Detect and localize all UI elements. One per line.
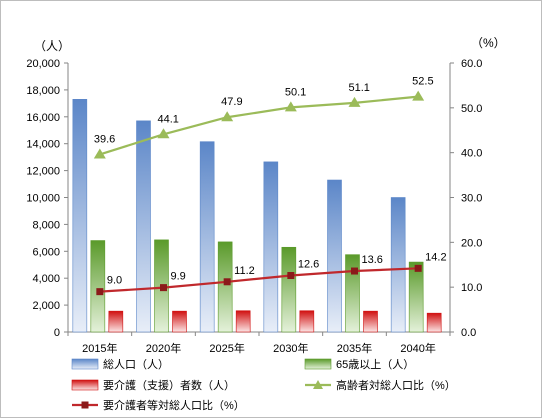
bar-1 <box>199 141 215 333</box>
legend-label: 高齢者対総人口比（%） <box>336 378 456 392</box>
data-label: 50.1 <box>285 86 306 98</box>
bar-2 <box>345 254 360 333</box>
left-tick-label: 0 <box>54 327 60 339</box>
left-tick-label: 4,000 <box>32 273 60 285</box>
data-label: 13.6 <box>362 254 383 266</box>
line-point <box>351 267 358 275</box>
x-tick-label: 2025年 <box>209 341 244 355</box>
legend-swatch <box>71 379 99 391</box>
bar-3 <box>363 310 378 333</box>
right-tick-label: 20.0 <box>461 237 482 249</box>
legend-swatch <box>71 358 99 370</box>
left-tick-label: 12,000 <box>26 166 60 178</box>
left-tick-label: 10,000 <box>26 193 60 205</box>
data-label: 44.1 <box>158 113 179 125</box>
x-tick-label: 2015年 <box>82 341 117 355</box>
bar-3 <box>426 312 442 333</box>
bar-3 <box>235 310 251 333</box>
x-tick-label: 2035年 <box>337 341 372 355</box>
right-tick-label: 30.0 <box>461 193 482 205</box>
legend-label: 総人口（人） <box>103 357 169 371</box>
legend-label: 要介護者等対総人口比（%） <box>103 398 245 412</box>
bar-1 <box>136 120 151 333</box>
bar-1 <box>72 99 88 333</box>
x-tick-label: 2020年 <box>146 341 181 355</box>
bar-3 <box>299 310 315 333</box>
right-tick-label: 40.0 <box>461 148 482 160</box>
data-label: 12.6 <box>298 259 319 271</box>
plot-area: 0 2,000 4,000 6,000 8,000 10,000 12,000 14,000 1… <box>26 58 482 355</box>
data-label: 9.0 <box>107 275 122 287</box>
line-series-1 <box>99 95 419 156</box>
left-tick-label: 6,000 <box>32 246 60 258</box>
left-axis-unit: （人） <box>34 39 70 53</box>
bar-2 <box>90 240 106 333</box>
right-tick-label: 50.0 <box>461 103 482 115</box>
data-label: 51.1 <box>349 82 370 94</box>
line-point <box>160 284 167 292</box>
data-label: 14.2 <box>425 251 446 263</box>
line-point <box>287 272 295 280</box>
bar-2 <box>217 241 233 333</box>
x-tick-label: 2040年 <box>400 341 435 355</box>
right-tick-label: 10.0 <box>461 282 482 294</box>
line-point <box>414 264 422 272</box>
data-label: 47.9 <box>221 96 242 108</box>
legend: 総人口（人） 65歳以上（人） 要介護（支援）者数（人） 高齢者対総人口比（%） 要介護… <box>71 357 456 412</box>
line-point <box>93 148 106 159</box>
line-point <box>96 288 104 296</box>
line-point <box>412 90 425 101</box>
bar-3 <box>108 310 124 333</box>
line-point <box>221 111 234 122</box>
bar-2 <box>408 261 424 333</box>
legend-marker <box>81 401 89 409</box>
bar-1 <box>263 161 279 333</box>
left-tick-label: 16,000 <box>26 112 60 124</box>
left-tick-label: 20,000 <box>26 58 60 70</box>
bar-1 <box>327 179 342 333</box>
left-tick-label: 18,000 <box>26 85 60 97</box>
data-label: 9.9 <box>171 271 186 283</box>
legend-label: 65歳以上（人） <box>336 358 414 371</box>
data-label: 39.6 <box>94 133 115 145</box>
line-point <box>157 128 170 139</box>
x-tick-label: 2030年 <box>273 341 308 355</box>
legend-swatch <box>304 358 332 370</box>
data-label: 52.5 <box>412 76 433 88</box>
right-tick-label: 60.0 <box>461 58 482 70</box>
bar-3 <box>172 310 187 333</box>
line-point <box>223 278 231 286</box>
bar-2 <box>281 246 297 333</box>
line-point <box>284 101 297 112</box>
right-axis-unit: （%） <box>471 36 506 50</box>
data-label: 11.2 <box>234 265 255 277</box>
left-tick-label: 8,000 <box>32 219 60 231</box>
bar-1 <box>390 197 406 333</box>
line-series-2 <box>99 267 419 293</box>
legend-label: 要介護（支援）者数（人） <box>103 378 235 392</box>
legend-marker <box>313 380 323 389</box>
left-tick-label: 2,000 <box>32 300 60 312</box>
right-tick-label: 0.0 <box>461 327 476 339</box>
line-point <box>348 96 361 107</box>
left-tick-label: 14,000 <box>26 139 60 151</box>
